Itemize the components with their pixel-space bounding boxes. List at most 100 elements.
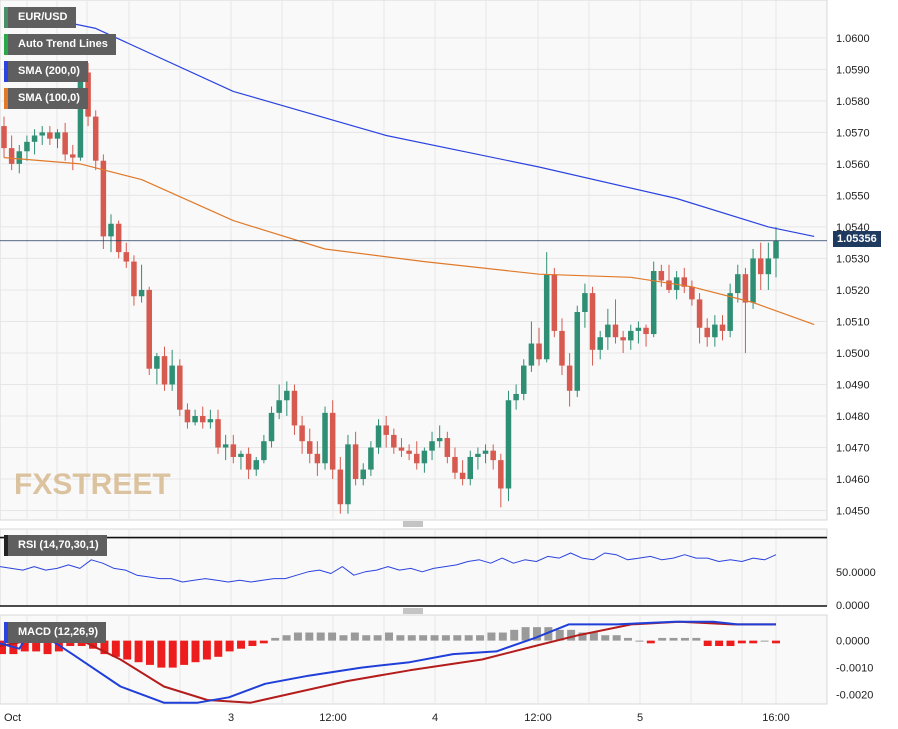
- macd-histogram-bar: [772, 640, 780, 644]
- bullish-candle: [467, 456, 474, 480]
- macd-histogram-bar: [692, 637, 701, 641]
- bullish-candle: [735, 274, 741, 294]
- x-tick-label: 5: [637, 712, 643, 724]
- bullish-candle: [24, 141, 30, 152]
- bearish-candle: [459, 472, 466, 480]
- bearish-candle: [719, 324, 726, 331]
- legend-rsi[interactable]: RSI (14,70,30,1): [4, 535, 107, 556]
- bearish-candle: [612, 324, 619, 338]
- bullish-candle: [138, 289, 145, 297]
- legend-sma-100[interactable]: SMA (100,0): [4, 88, 88, 109]
- bearish-candle: [8, 148, 15, 164]
- macd-histogram-bar: [350, 632, 359, 641]
- bullish-candle: [31, 135, 38, 142]
- bearish-candle: [47, 132, 53, 139]
- macd-histogram-bar: [0, 640, 6, 655]
- fxstreet-watermark: FXSTREET: [14, 468, 171, 501]
- bearish-candle: [452, 456, 458, 473]
- bearish-candle: [352, 444, 359, 480]
- bearish-candle: [643, 327, 649, 335]
- bullish-candle: [154, 356, 160, 369]
- macd-histogram-bar: [123, 640, 132, 660]
- bullish-candle: [77, 72, 84, 158]
- bearish-candle: [177, 365, 183, 410]
- macd-histogram-bar: [202, 640, 211, 660]
- x-tick-label: 4: [432, 712, 438, 724]
- legend-trend-lines[interactable]: Auto Trend Lines: [4, 34, 116, 55]
- bullish-candle: [261, 441, 267, 461]
- sma-200-line: [3, 8, 815, 237]
- y-tick-label: 1.0460: [836, 474, 870, 486]
- macd-histogram-bar: [248, 640, 257, 647]
- bearish-candle: [62, 132, 68, 155]
- macd-histogram-bar: [328, 632, 337, 641]
- macd-histogram-bar: [20, 640, 29, 652]
- macd-histogram-bar: [191, 640, 200, 663]
- y-tick-label: 1.0470: [836, 443, 870, 455]
- macd-histogram-bar: [66, 640, 75, 647]
- bearish-candle: [306, 441, 313, 454]
- macd-histogram-bar: [419, 635, 428, 641]
- bullish-candle: [421, 450, 428, 464]
- macd-histogram-bar: [601, 635, 610, 641]
- bullish-candle: [375, 425, 382, 448]
- macd-histogram-bar: [510, 629, 519, 641]
- legend-macd[interactable]: MACD (12,26,9): [4, 622, 107, 643]
- macd-histogram-bar: [214, 640, 223, 657]
- macd-histogram-bar: [339, 635, 348, 641]
- bullish-candle: [521, 365, 527, 394]
- bullish-candle: [574, 312, 581, 391]
- bullish-candle: [108, 223, 114, 237]
- bearish-candle: [398, 447, 405, 451]
- macd-tick-label: -0.0020: [836, 690, 873, 702]
- bearish-candle: [85, 72, 91, 117]
- bullish-candle: [169, 365, 175, 385]
- macd-histogram-bar: [100, 640, 109, 655]
- macd-histogram-bar: [612, 635, 621, 641]
- macd-histogram-bar: [168, 640, 177, 668]
- bearish-candle: [184, 409, 191, 423]
- macd-histogram-bar: [658, 637, 667, 641]
- bullish-candle: [207, 419, 214, 423]
- bullish-candle: [628, 330, 634, 341]
- macd-histogram-bar: [464, 635, 473, 641]
- bullish-candle: [750, 258, 756, 303]
- bullish-candle: [528, 343, 535, 366]
- sma-100-line: [3, 157, 815, 326]
- macd-histogram-bar: [396, 635, 405, 641]
- y-tick-label: 1.0480: [836, 411, 870, 423]
- x-tick-label: 12:00: [319, 712, 347, 724]
- bearish-candle: [414, 453, 420, 464]
- bullish-candle: [582, 293, 588, 312]
- bullish-candle: [436, 438, 443, 442]
- bullish-candle: [727, 293, 733, 331]
- macd-tick-label: 0.0000: [836, 636, 870, 648]
- y-tick-label: 1.0560: [836, 159, 870, 171]
- macd-histogram-bar: [703, 640, 712, 647]
- bullish-candle: [712, 324, 718, 338]
- macd-histogram-bar: [487, 632, 496, 641]
- bearish-candle: [490, 450, 496, 461]
- bullish-candle: [238, 453, 244, 457]
- legend-symbol[interactable]: EUR/USD: [4, 7, 76, 28]
- macd-tick-label: -0.0010: [836, 663, 873, 675]
- macd-histogram-bar: [237, 640, 246, 649]
- bearish-candle: [742, 274, 749, 303]
- bearish-candle: [559, 330, 565, 366]
- bearish-candle: [406, 450, 412, 454]
- legend-sma-200[interactable]: SMA (200,0): [4, 61, 88, 82]
- bullish-candle: [268, 412, 275, 442]
- bearish-candle: [666, 280, 672, 290]
- macd-histogram-bar: [476, 635, 485, 641]
- bearish-candle: [92, 116, 99, 161]
- bullish-candle: [482, 450, 489, 454]
- macd-histogram-bar: [567, 629, 576, 641]
- bullish-candle: [773, 240, 779, 259]
- bullish-candle: [284, 390, 290, 401]
- bearish-candle: [337, 469, 344, 505]
- bearish-candle: [757, 258, 764, 275]
- bullish-candle: [222, 444, 229, 448]
- bearish-candle: [123, 252, 130, 262]
- macd-histogram-bar: [316, 632, 325, 641]
